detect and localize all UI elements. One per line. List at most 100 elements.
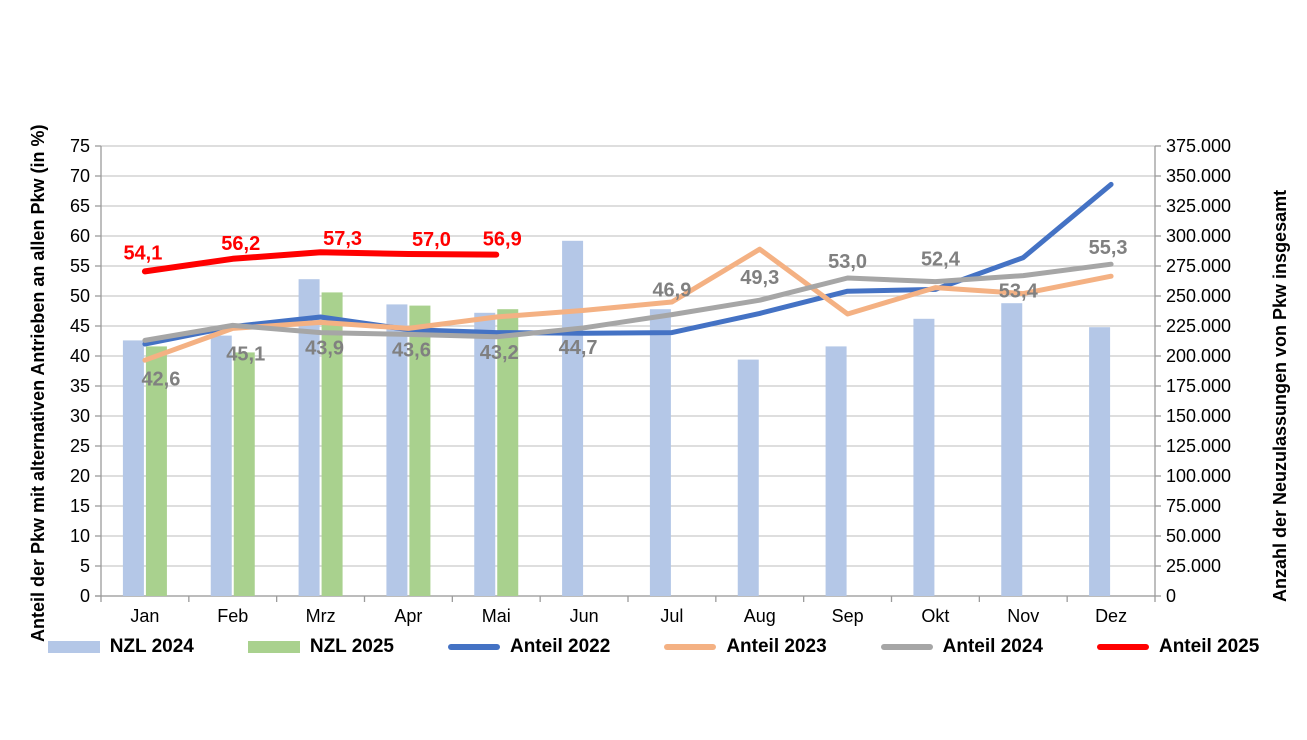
left-axis-tick-label-10: 10: [70, 526, 90, 546]
data-label-anteil-2024-feb: 45,1: [226, 343, 265, 365]
left-axis-title: Anteil der Pkw mit alternativen Antriebe…: [28, 124, 48, 642]
data-label-anteil-2024-nov: 53,4: [999, 281, 1039, 303]
right-axis-tick-label-125.000: 125.000: [1166, 436, 1231, 456]
x-axis-label-Okt: Okt: [921, 606, 949, 626]
line-anteil-2025: [141, 249, 500, 275]
right-axis-tick-label-250.000: 250.000: [1166, 286, 1231, 306]
data-label-anteil-2025-feb: 56,2: [221, 233, 260, 255]
legend-swatch-nzl-2024: [47, 641, 100, 653]
line-anteil-2023: [142, 246, 1114, 363]
legend-item-nzl-2025: NZL 2025: [247, 636, 394, 658]
left-axis-tick-label-45: 45: [70, 316, 90, 336]
legend-item-anteil-2024: Anteil 2024: [880, 636, 1043, 658]
legend-item-anteil-2025: Anteil 2025: [1096, 636, 1260, 658]
left-axis-tick-label-35: 35: [70, 376, 90, 396]
right-axis-tick-label-225.000: 225.000: [1166, 316, 1231, 336]
legend-swatch-anteil-2024: [880, 644, 933, 650]
x-axis-label-Mrz: Mrz: [306, 606, 336, 626]
left-axis-tick-label-5: 5: [80, 556, 90, 576]
bar-nzl-2024-sep: [825, 346, 847, 596]
left-axis-tick-label-65: 65: [70, 196, 90, 216]
data-label-anteil-2024-apr: 43,6: [392, 339, 431, 361]
right-axis-tick-label-175.000: 175.000: [1166, 376, 1231, 396]
line-anteil-2022: [142, 181, 1114, 347]
data-label-anteil-2024-sep: 53,0: [828, 251, 867, 273]
legend: NZL 2024 NZL 2025 Anteil 2022 Anteil 202…: [0, 636, 1307, 658]
left-axis-tick-label-15: 15: [70, 496, 90, 516]
bar-nzl-2025-feb: [233, 352, 255, 596]
data-label-anteil-2024-mai: 43,2: [480, 342, 519, 364]
left-axis-tick-label-0: 0: [80, 586, 90, 606]
line-anteil-2024: [142, 261, 1114, 343]
right-axis-tick-label-200.000: 200.000: [1166, 346, 1231, 366]
x-axis-label-Jul: Jul: [660, 606, 683, 626]
bar-nzl-2024-feb: [210, 335, 232, 596]
legend-swatch-anteil-2025: [1096, 644, 1149, 650]
x-axis-label-Mai: Mai: [482, 606, 511, 626]
x-axis-label-Nov: Nov: [1007, 606, 1039, 626]
right-axis-tick-label-150.000: 150.000: [1166, 406, 1231, 426]
legend-swatch-anteil-2022: [447, 644, 500, 650]
right-axis-tick-label-375.000: 375.000: [1166, 136, 1231, 156]
left-axis-tick-label-55: 55: [70, 256, 90, 276]
bar-nzl-2025-mrz: [321, 292, 343, 596]
x-axis-label-Sep: Sep: [832, 606, 864, 626]
left-axis-tick-label-70: 70: [70, 166, 90, 186]
bar-nzl-2025-jan: [145, 346, 167, 596]
legend-label-anteil-2023: Anteil 2023: [726, 636, 827, 657]
bar-nzl-2024-okt: [913, 318, 935, 596]
right-axis-tick-label-100.000: 100.000: [1166, 466, 1231, 486]
left-axis-tick-label-20: 20: [70, 466, 90, 486]
left-axis-tick-label-30: 30: [70, 406, 90, 426]
right-axis-tick-label-75.000: 75.000: [1166, 496, 1221, 516]
right-axis-tick-label-0: 0: [1166, 586, 1176, 606]
data-label-anteil-2024-mrz: 43,9: [305, 338, 344, 360]
bar-nzl-2025-mai: [497, 309, 519, 596]
data-label-anteil-2024-dez: 55,3: [1089, 237, 1128, 259]
data-label-anteil-2024-jul: 46,9: [652, 280, 691, 302]
left-axis-tick-label-25: 25: [70, 436, 90, 456]
bar-nzl-2025-apr: [409, 305, 431, 596]
data-label-anteil-2025-apr: 57,0: [412, 229, 451, 251]
legend-label-anteil-2025: Anteil 2025: [1158, 636, 1260, 657]
right-axis-tick-label-300.000: 300.000: [1166, 226, 1231, 246]
right-axis-tick-label-50.000: 50.000: [1166, 526, 1221, 546]
bar-nzl-2024-apr: [386, 304, 408, 596]
right-axis-tick-label-25.000: 25.000: [1166, 556, 1221, 576]
x-axis-label-Dez: Dez: [1095, 606, 1127, 626]
right-axis-tick-label-275.000: 275.000: [1166, 256, 1231, 276]
left-axis-tick-label-60: 60: [70, 226, 90, 246]
right-axis-tick-label-350.000: 350.000: [1166, 166, 1231, 186]
left-axis-tick-label-50: 50: [70, 286, 90, 306]
right-axis-tick-label-325.000: 325.000: [1166, 196, 1231, 216]
data-label-anteil-2024-okt: 52,4: [921, 249, 961, 271]
x-axis-label-Jan: Jan: [130, 606, 159, 626]
bar-nzl-2024-aug: [737, 359, 759, 596]
bar-nzl-2024-nov: [1001, 303, 1023, 596]
legend-label-anteil-2024: Anteil 2024: [942, 636, 1043, 657]
x-axis-label-Aug: Aug: [744, 606, 776, 626]
bar-nzl-2024-dez: [1089, 327, 1111, 596]
x-axis-label-Feb: Feb: [217, 606, 248, 626]
legend-item-anteil-2023: Anteil 2023: [664, 636, 827, 658]
data-label-anteil-2025-mai: 56,9: [483, 229, 522, 251]
right-axis-title: Anzahl der Neuzulassungen von Pkw insges…: [1270, 189, 1290, 602]
legend-item-nzl-2024: NZL 2024: [47, 636, 194, 658]
data-label-anteil-2025-jan: 54,1: [123, 242, 162, 264]
legend-swatch-nzl-2025: [247, 641, 300, 653]
data-label-anteil-2024-aug: 49,3: [740, 267, 779, 289]
bar-nzl-2024-jun: [562, 240, 584, 597]
bar-nzl-2024-jul: [649, 309, 671, 596]
legend-label-nzl-2024: NZL 2024: [109, 636, 194, 657]
legend-swatch-anteil-2023: [664, 644, 717, 650]
left-axis-tick-label-40: 40: [70, 346, 90, 366]
legend-label-nzl-2025: NZL 2025: [309, 636, 394, 657]
bar-nzl-2024-jan: [122, 340, 144, 596]
legend-label-anteil-2022: Anteil 2022: [509, 636, 611, 657]
legend-item-anteil-2022: Anteil 2022: [447, 636, 611, 658]
data-label-anteil-2024-jan: 42,6: [141, 368, 180, 390]
bar-nzl-2024-mai: [474, 312, 496, 596]
x-axis-label-Apr: Apr: [394, 606, 422, 626]
